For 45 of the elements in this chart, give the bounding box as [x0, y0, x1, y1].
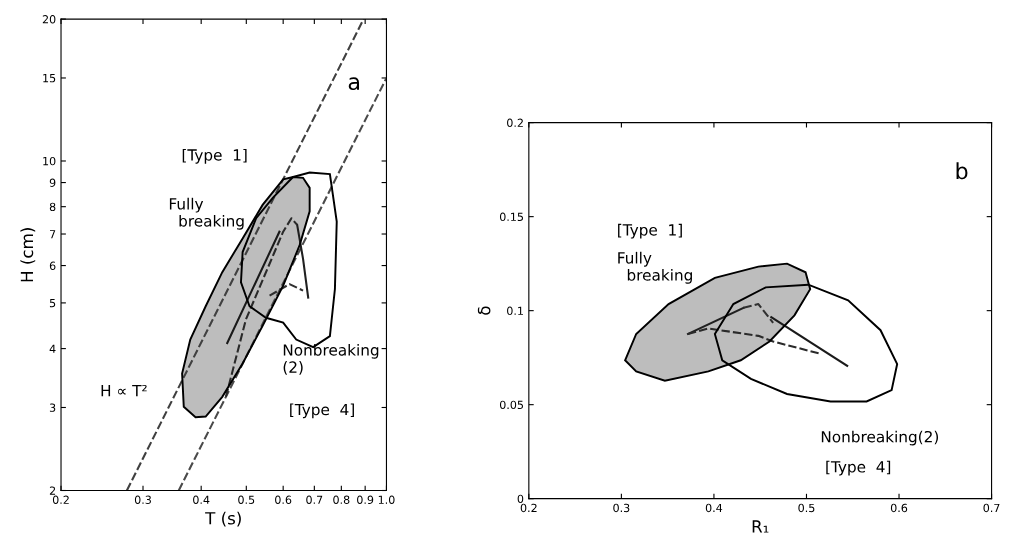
x-tick-label: 0.3: [134, 495, 151, 504]
x-tick-label: 0.5: [238, 495, 255, 504]
x-tick-label: 0.6: [275, 495, 292, 504]
x-tick-label: 0.9: [357, 495, 374, 504]
y-axis-title: δ: [477, 306, 491, 315]
annotation: [Type 1]: [182, 148, 247, 164]
annotation: Fully breaking: [169, 197, 244, 230]
y-tick-label: 0.15: [499, 212, 524, 222]
y-tick-label: 0.2: [507, 118, 523, 127]
annotation: a: [348, 77, 360, 91]
x-tick-label: 0.8: [333, 495, 350, 504]
x-tick-label: 0.6: [890, 503, 908, 513]
x-tick-label: 0.7: [306, 495, 323, 504]
y-tick-label: 0: [517, 494, 524, 504]
annotation: Nonbreaking (2): [283, 343, 379, 375]
y-tick-label: 15: [43, 74, 56, 83]
y-tick-label: 6: [49, 261, 56, 270]
annotation: [Type 4]: [826, 460, 891, 476]
x-tick-label: 0.4: [705, 503, 723, 513]
y-tick-label: 20: [42, 15, 56, 24]
y-tick-label: 0.1: [507, 306, 523, 316]
annotation: [Type 1]: [618, 223, 682, 239]
x-tick-label: 0.7: [983, 503, 1000, 513]
x-tick-label: 0.3: [613, 503, 630, 513]
x-axis-title: T (s): [205, 511, 241, 527]
x-axis-title: R₁: [752, 520, 769, 533]
annotation: Nonbreaking(2): [821, 430, 939, 446]
y-tick-label: 7: [50, 230, 56, 239]
annotation: b: [956, 162, 968, 180]
y-tick-label: 4: [49, 344, 56, 353]
y-axis-title: H (cm): [20, 228, 36, 282]
x-tick-label: 0.2: [520, 503, 537, 513]
annotation: Fully breaking: [618, 251, 692, 284]
x-tick-label: 0.5: [798, 503, 815, 513]
y-tick-label: 9: [49, 178, 56, 187]
annotation: H ∝ T²: [101, 384, 147, 397]
y-tick-label: 10: [43, 156, 56, 166]
y-tick-label: 3: [49, 403, 56, 412]
y-tick-label: 8: [49, 202, 56, 212]
x-tick-label: 1.0: [378, 495, 395, 504]
y-tick-label: 5: [49, 299, 56, 308]
y-tick-label: 0.05: [499, 400, 524, 410]
x-tick-label: 0.4: [193, 495, 210, 504]
y-tick-label: 2: [49, 486, 56, 495]
annotation: [Type 4]: [290, 403, 354, 419]
